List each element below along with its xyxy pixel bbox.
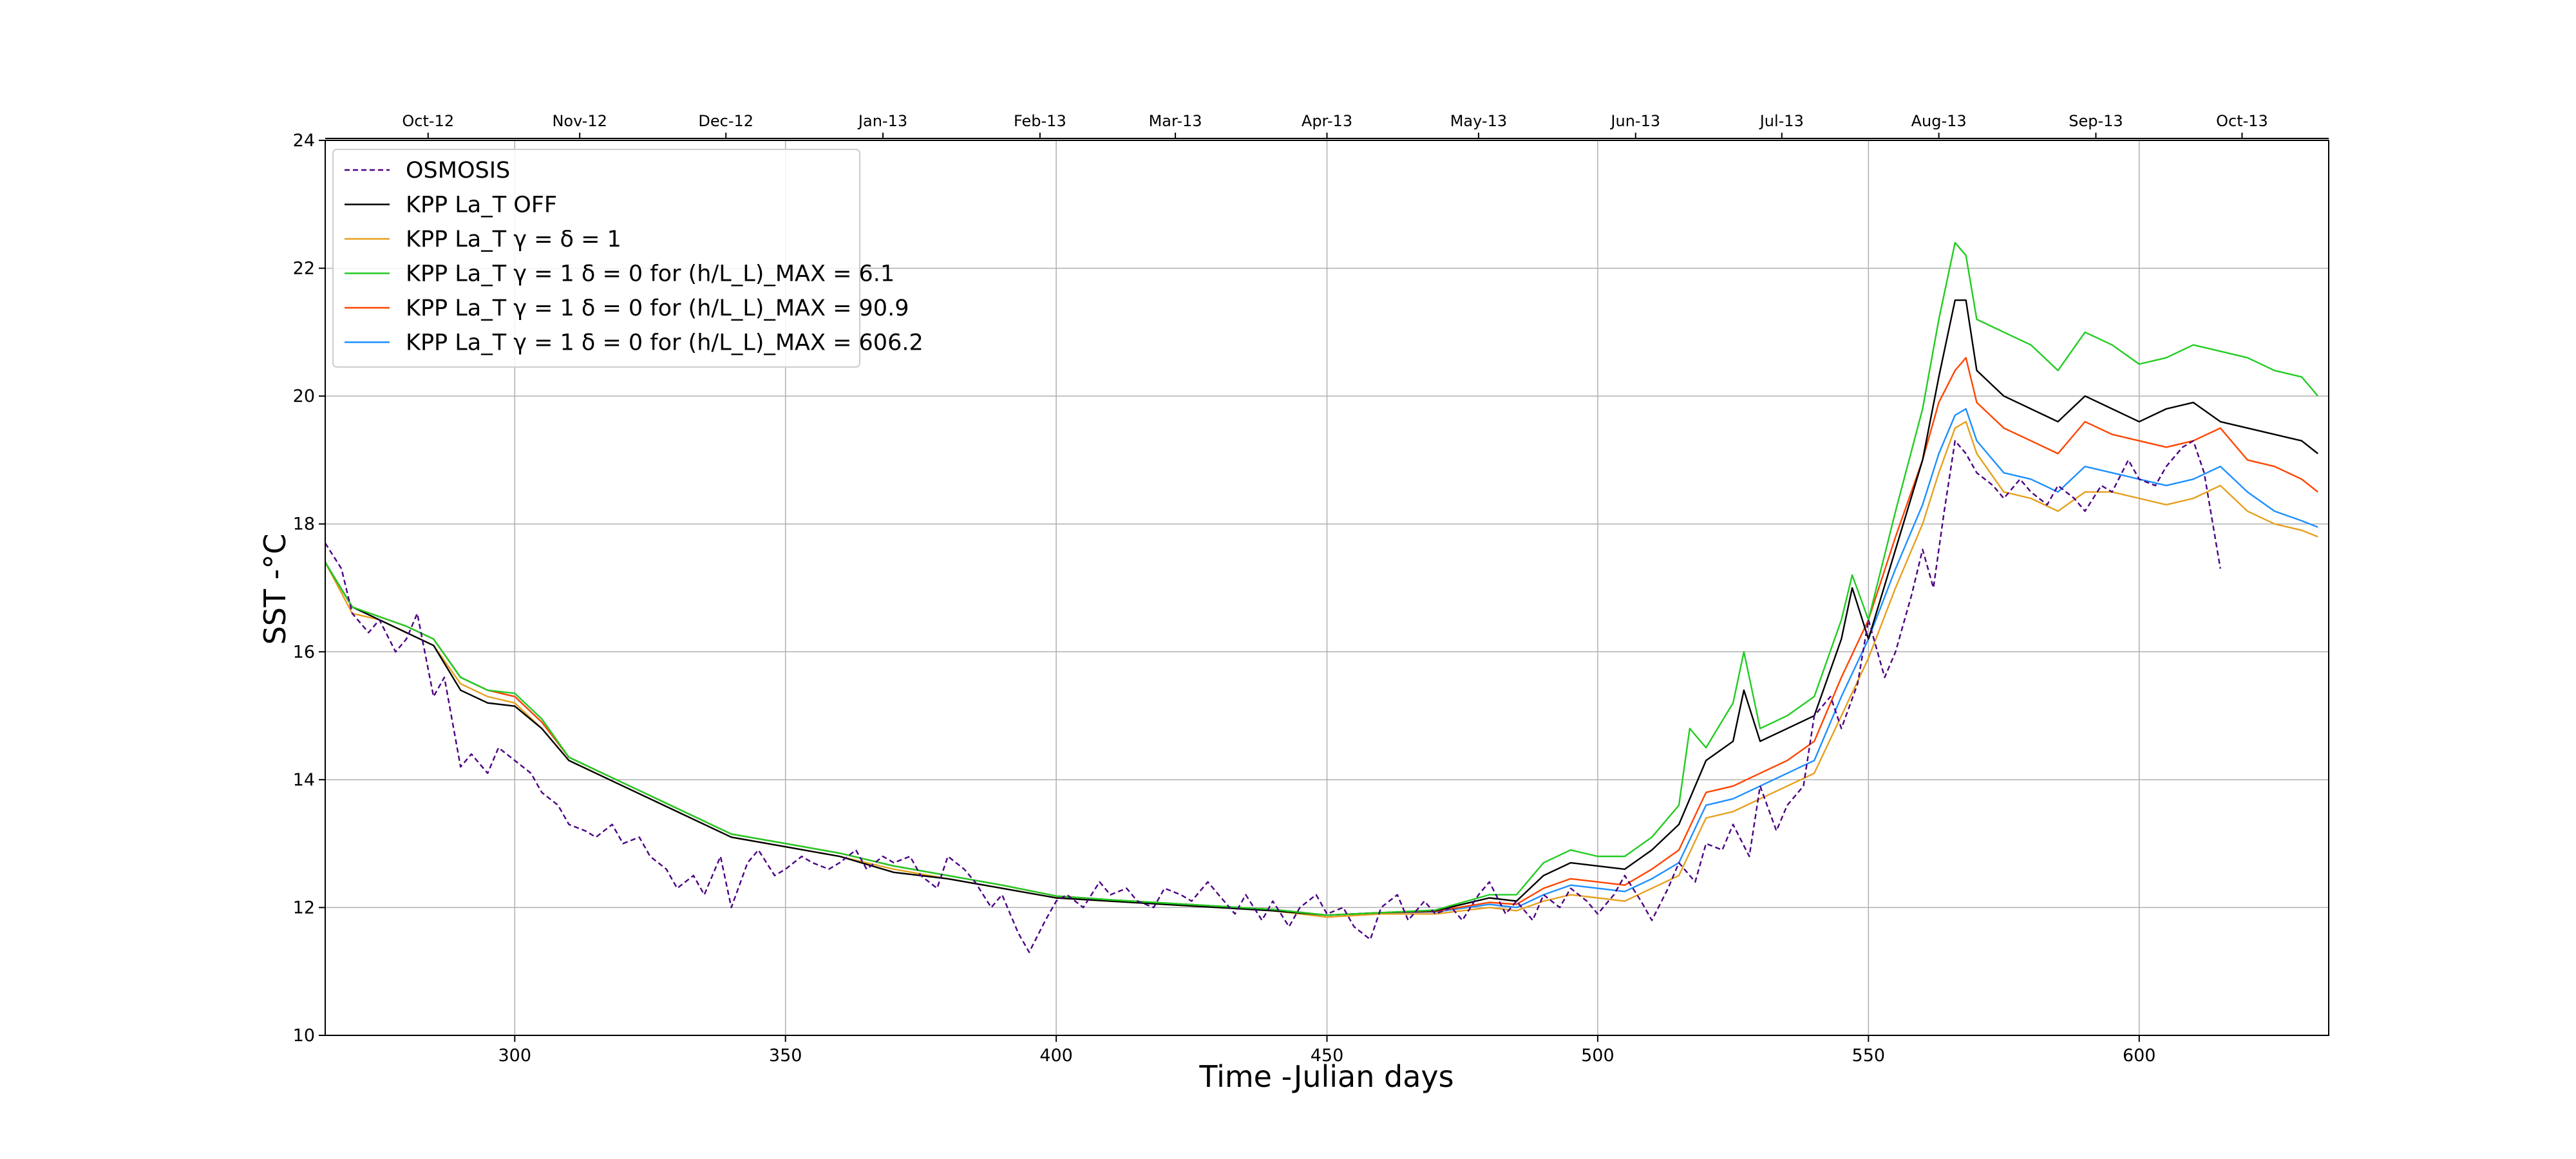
month-tick-label: Oct-13: [2216, 112, 2268, 130]
y-tick-label: 24: [293, 131, 315, 151]
y-axis-ticks: 10 12 14 16 18 20 22 24: [293, 131, 325, 1046]
x-tick-label: 450: [1311, 1046, 1344, 1066]
x-tick-label: 500: [1581, 1046, 1615, 1066]
y-tick-label: 22: [293, 259, 315, 279]
x-axis-ticks: 300 350 400 450 500 550 600: [498, 1035, 2156, 1066]
month-tick-label: Sep-13: [2069, 112, 2123, 130]
month-tick-label: Feb-13: [1014, 112, 1066, 130]
month-tick-label: Mar-13: [1149, 112, 1202, 130]
month-tick-label: Jun-13: [1609, 112, 1660, 130]
series-line: [324, 440, 2221, 954]
y-tick-label: 14: [293, 770, 315, 790]
legend-entry: KPP La_T OFF: [406, 193, 557, 218]
month-tick-label: Jan-13: [857, 112, 907, 130]
legend-entry: KPP La_T γ = 1 δ = 0 for (h/L_L)_MAX = 6…: [406, 330, 923, 356]
month-tick-label: Dec-12: [698, 112, 753, 130]
x-tick-label: 300: [498, 1046, 532, 1066]
month-tick-label: Oct-12: [402, 112, 454, 130]
x-axis-label: Time -Julian days: [1198, 1059, 1454, 1094]
month-tick-label: May-13: [1450, 112, 1507, 130]
month-tick-label: Aug-13: [1911, 112, 1967, 130]
legend-entry: KPP La_T γ = 1 δ = 0 for (h/L_L)_MAX = 6…: [406, 261, 895, 287]
month-tick-label: Jul-13: [1759, 112, 1804, 130]
series-layer: [324, 241, 2319, 954]
y-tick-label: 20: [293, 386, 315, 406]
legend-entry: OSMOSIS: [406, 158, 510, 184]
series-line: [324, 241, 2319, 916]
y-tick-label: 10: [293, 1026, 315, 1046]
month-tick-label: Apr-13: [1302, 112, 1352, 130]
x-tick-label: 400: [1039, 1046, 1073, 1066]
legend-entry: KPP La_T γ = δ = 1: [406, 227, 621, 252]
month-tick-label: Nov-12: [552, 112, 607, 130]
y-tick-label: 12: [293, 898, 315, 918]
y-axis-label: SST -°C: [258, 534, 292, 645]
x-tick-label: 550: [1852, 1046, 1886, 1066]
month-axis-ticks: Oct-12 Nov-12 Dec-12 Jan-13 Feb-13 Mar-13 Apr-…: [402, 112, 2268, 138]
legend: OSMOSIS KPP La_T OFF KPP La_T γ = δ = 1 KPP…: [332, 149, 923, 368]
series-line: [324, 299, 2318, 916]
y-tick-label: 16: [293, 642, 315, 662]
x-tick-label: 600: [2123, 1046, 2156, 1066]
x-tick-label: 350: [769, 1046, 802, 1066]
legend-box: [332, 149, 860, 368]
legend-entry: KPP La_T γ = 1 δ = 0 for (h/L_L)_MAX = 9…: [406, 296, 909, 321]
y-tick-label: 18: [293, 514, 315, 534]
